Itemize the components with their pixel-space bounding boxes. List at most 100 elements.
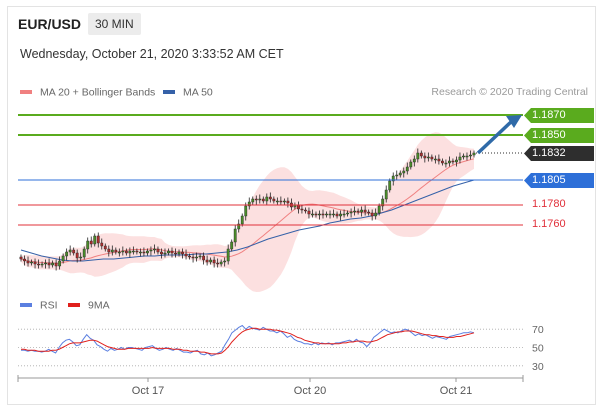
candle	[391, 172, 395, 186]
candle-body	[258, 198, 262, 201]
candle	[356, 208, 360, 215]
candle-body	[40, 263, 44, 266]
candle-body	[275, 200, 279, 203]
candle	[349, 208, 353, 218]
candle-body	[177, 251, 181, 255]
candle	[469, 150, 472, 160]
instrument-title: EUR/USD	[18, 16, 82, 32]
current-level-tag: 1.1832	[524, 146, 594, 161]
candle-body	[339, 213, 342, 217]
candle-body	[437, 158, 441, 162]
candle	[240, 213, 244, 227]
candle	[131, 246, 135, 255]
candle-body	[47, 262, 51, 266]
candle	[160, 248, 163, 259]
candle-body	[181, 251, 184, 255]
candle-body	[202, 255, 206, 261]
candle-body	[86, 240, 90, 250]
candle	[58, 256, 62, 270]
chart-legend: MA 20 + Bollinger Bands MA 50	[20, 87, 213, 99]
candle-body	[30, 261, 33, 264]
candle-body	[423, 155, 427, 159]
rsi-line	[21, 324, 475, 357]
candle	[61, 253, 65, 264]
rsi-legend-label: 9MA	[88, 300, 110, 312]
candle-body	[223, 260, 227, 263]
candle	[272, 196, 276, 204]
candle-body	[51, 262, 55, 266]
candle	[174, 248, 177, 258]
candle-body	[37, 263, 40, 266]
support-level-label: 1.1760	[532, 218, 566, 230]
candle-body	[160, 251, 163, 255]
rsi-panel: 70 50 30 RSI 9MA	[18, 300, 544, 373]
legend-swatch	[163, 90, 175, 94]
candle-body	[395, 174, 399, 177]
candle-body	[318, 213, 321, 216]
pivot-level-tag: 1.1805	[524, 173, 594, 188]
candle	[33, 258, 37, 269]
candle	[72, 247, 76, 256]
candle-body	[188, 255, 191, 258]
candle-body	[440, 160, 444, 164]
candle	[332, 209, 335, 218]
candle-body	[191, 256, 195, 259]
candle	[188, 253, 191, 260]
candle-body	[209, 259, 213, 263]
candle	[103, 243, 107, 252]
candle	[170, 247, 174, 258]
candle	[416, 148, 420, 163]
candle-body	[75, 252, 79, 259]
candle	[138, 248, 142, 257]
candle	[156, 246, 160, 255]
candle-body	[65, 251, 69, 257]
candle	[437, 154, 441, 165]
candle	[388, 178, 392, 193]
candle-body	[321, 213, 325, 216]
candle-body	[23, 258, 26, 262]
timeframe-badge[interactable]: 30 MIN	[88, 13, 141, 35]
candle-body	[412, 158, 416, 163]
candle	[426, 152, 430, 162]
candle	[191, 253, 195, 263]
candle	[19, 254, 23, 262]
candle	[381, 195, 385, 211]
candle	[458, 152, 462, 164]
ma50-line	[20, 179, 475, 262]
candle-body	[353, 210, 357, 213]
candle-body	[307, 210, 311, 215]
candle-body	[149, 249, 153, 252]
candle	[100, 238, 104, 250]
candle	[254, 195, 258, 205]
candle	[444, 159, 448, 168]
rsi-legend-swatch	[68, 303, 80, 307]
candle-body	[462, 155, 465, 158]
candle	[448, 156, 451, 167]
candle	[86, 237, 90, 254]
bollinger-band	[21, 132, 474, 292]
candle	[328, 210, 332, 219]
candle	[205, 255, 209, 266]
candle	[149, 246, 153, 256]
candle-body	[26, 260, 30, 264]
candle	[430, 154, 434, 162]
candle	[423, 152, 427, 163]
candle	[286, 197, 290, 208]
candle	[342, 209, 346, 218]
candle	[433, 155, 437, 164]
candle-body	[100, 242, 104, 247]
candle-body	[58, 260, 62, 267]
candle	[167, 248, 170, 256]
candle	[216, 258, 220, 268]
candle-body	[265, 196, 269, 202]
rsi-legend-label: RSI	[40, 300, 58, 312]
candle	[128, 247, 132, 258]
research-credit: Research © 2020 Trading Central	[431, 86, 588, 98]
candle-body	[455, 159, 458, 163]
candle-body	[356, 210, 360, 213]
candle-body	[163, 252, 167, 255]
candle	[30, 259, 33, 266]
candle	[251, 196, 255, 205]
candle-body	[297, 204, 300, 210]
candle	[275, 197, 279, 206]
